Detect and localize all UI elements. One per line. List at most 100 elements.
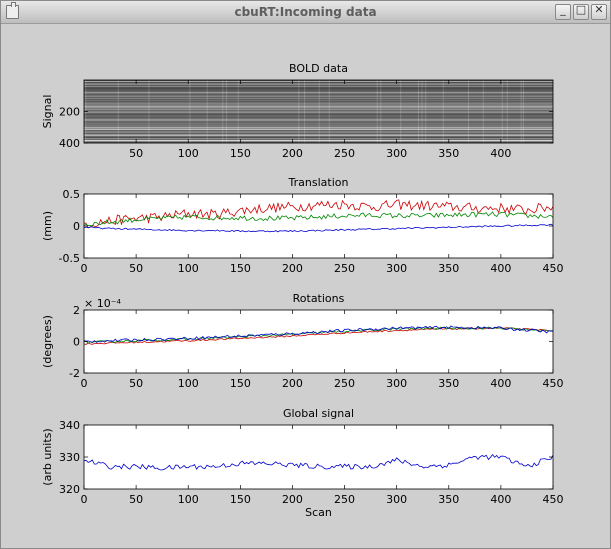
figure-canvas: 50 100 150 200 250 300 350 400 200 400 BOLD data Si… xyxy=(41,62,564,519)
image-column xyxy=(189,80,191,143)
image-row xyxy=(84,140,553,142)
plot-area xyxy=(84,425,553,489)
image-row xyxy=(84,95,553,98)
image-row xyxy=(84,93,553,96)
image-row xyxy=(84,120,553,122)
image-row xyxy=(84,84,553,87)
image-row xyxy=(84,89,553,92)
x-tick-label: 50 xyxy=(129,147,143,160)
image-row xyxy=(84,113,553,115)
image-row xyxy=(84,103,553,105)
image-row xyxy=(84,126,553,128)
maximize-button[interactable]: □ xyxy=(573,3,589,20)
image-row xyxy=(84,133,553,135)
x-tick-label: 300 xyxy=(386,262,407,275)
image-row xyxy=(84,80,553,83)
title-bar[interactable]: cbuRT:Incoming data _ □ ✕ xyxy=(1,1,610,24)
close-button[interactable]: ✕ xyxy=(591,3,607,20)
image-row xyxy=(84,135,553,137)
x-tick-label: 50 xyxy=(129,377,143,390)
image-column xyxy=(421,80,423,143)
minimize-icon: _ xyxy=(560,3,566,16)
image-row xyxy=(84,82,553,85)
plot-title: Translation xyxy=(288,176,349,189)
x-tick-label: 150 xyxy=(230,377,251,390)
y-tick-label: 340 xyxy=(59,419,80,432)
image-row xyxy=(84,122,553,124)
x-tick-label: 0 xyxy=(81,493,88,506)
image-row xyxy=(84,87,553,90)
image-column xyxy=(376,80,378,143)
close-icon: ✕ xyxy=(594,3,604,16)
plot-title: BOLD data xyxy=(289,62,348,75)
image-row xyxy=(84,124,553,126)
x-tick-label: 450 xyxy=(543,377,564,390)
x-tick-label: 400 xyxy=(490,262,511,275)
image-row xyxy=(84,119,553,121)
x-tick-label: 350 xyxy=(438,377,459,390)
y-axis-label: (mm) xyxy=(41,211,54,241)
x-tick-label: 450 xyxy=(543,262,564,275)
x-tick-label: 350 xyxy=(438,147,459,160)
image-row xyxy=(84,94,553,97)
image-column xyxy=(304,80,306,143)
image-row xyxy=(84,92,553,95)
x-tick-label: 0 xyxy=(81,262,88,275)
series-line-1 xyxy=(84,211,553,227)
image-row xyxy=(84,88,553,91)
y-axis-label: (arb units) xyxy=(41,428,54,485)
app-window-icon[interactable] xyxy=(6,2,19,19)
minimize-button[interactable]: _ xyxy=(555,3,571,20)
image-row xyxy=(84,107,553,109)
image-row xyxy=(84,80,553,82)
image-row xyxy=(84,125,553,127)
x-tick-label: 0 xyxy=(81,377,88,390)
image-row xyxy=(84,81,553,84)
image-row xyxy=(84,127,553,129)
x-tick-label: 100 xyxy=(178,147,199,160)
x-axis-label: Scan xyxy=(305,506,332,519)
maximize-icon: □ xyxy=(575,3,587,16)
image-row xyxy=(84,83,553,86)
image-row xyxy=(84,130,553,132)
y-tick-label: 0 xyxy=(73,336,80,349)
image-row xyxy=(84,112,553,114)
image-column xyxy=(425,80,427,143)
x-tick-label: 400 xyxy=(490,147,511,160)
image-column xyxy=(418,80,419,143)
image-row xyxy=(84,117,553,119)
y-tick-label: -2 xyxy=(69,367,80,380)
x-tick-label: 250 xyxy=(334,377,355,390)
image-row xyxy=(84,116,553,118)
y-axis-label: Signal xyxy=(41,95,54,129)
plot-title: Rotations xyxy=(293,292,345,305)
image-row xyxy=(84,97,553,99)
image-row xyxy=(84,102,553,104)
image-row xyxy=(84,114,553,116)
image-column xyxy=(506,80,508,143)
window-title: cbuRT:Incoming data xyxy=(234,5,377,19)
image-column xyxy=(222,80,224,143)
image-row xyxy=(84,123,553,125)
bold-image xyxy=(84,80,553,144)
x-tick-label: 350 xyxy=(438,493,459,506)
image-column xyxy=(237,80,239,143)
image-column xyxy=(298,80,300,143)
x-tick-label: 100 xyxy=(178,493,199,506)
x-tick-label: 100 xyxy=(178,377,199,390)
y-tick-label: 400 xyxy=(59,137,80,150)
x-tick-label: 300 xyxy=(386,147,407,160)
y-tick-label: 330 xyxy=(59,451,80,464)
y-tick-label: 320 xyxy=(59,483,80,496)
x-tick-label: 200 xyxy=(282,147,303,160)
x-tick-label: 400 xyxy=(490,493,511,506)
image-row xyxy=(84,139,553,141)
image-column xyxy=(206,80,208,143)
image-row xyxy=(84,136,553,138)
image-row xyxy=(84,91,553,94)
y-tick-label: 200 xyxy=(59,106,80,119)
image-row xyxy=(84,111,553,113)
x-tick-label: 300 xyxy=(386,493,407,506)
x-tick-label: 300 xyxy=(386,377,407,390)
image-row xyxy=(84,110,553,112)
